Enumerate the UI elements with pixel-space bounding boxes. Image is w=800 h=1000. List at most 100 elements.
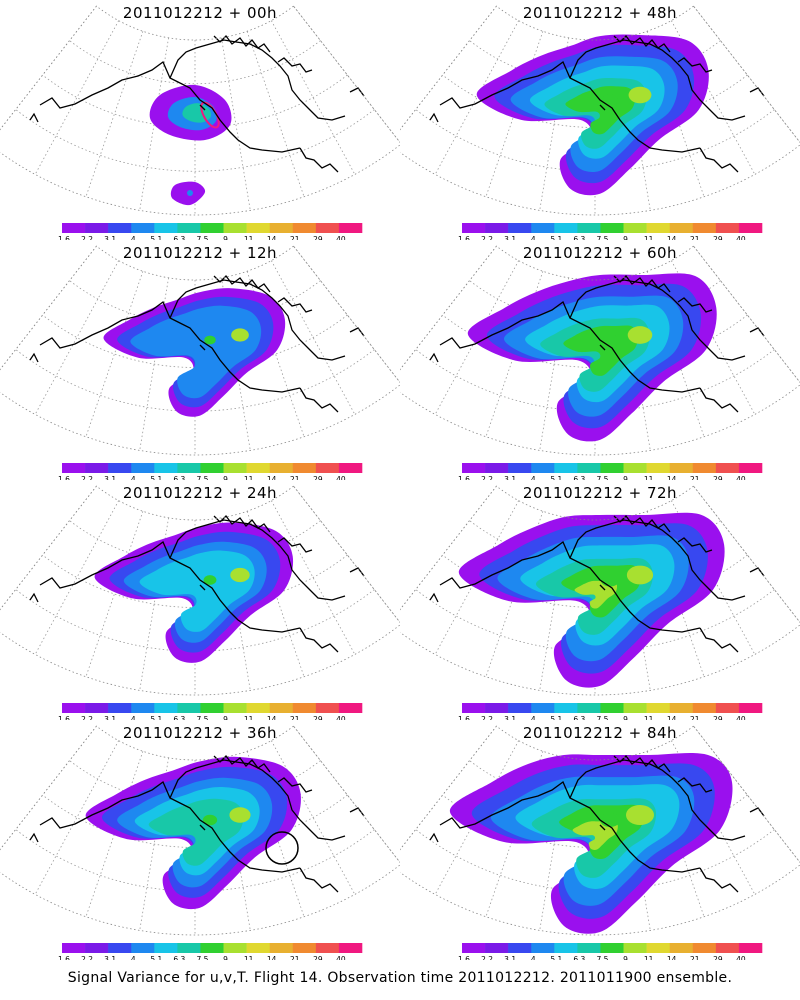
- colorbar-tick-label: 1.6: [458, 715, 470, 720]
- colorbar-tick-label: 5.1: [550, 955, 562, 960]
- map-panel: 2011012212 + 60h 1.6 2.2 3.1 4 5.1 6.3 7.5 9 11 14…: [400, 240, 800, 480]
- colorbar-tick-label: 29: [713, 955, 723, 960]
- colorbar-tick-label: 21: [290, 475, 300, 480]
- colorbar-tick-label: 6.3: [173, 235, 185, 240]
- colorbar-tick-label: 1.6: [58, 955, 70, 960]
- colorbar-swatch: [623, 943, 647, 953]
- colorbar-tick-label: 1.6: [458, 475, 470, 480]
- colorbar-swatch: [200, 223, 224, 233]
- colorbar-tick-label: 14: [267, 475, 277, 480]
- colorbar-swatch: [715, 703, 740, 713]
- colorbar-swatch: [554, 703, 578, 713]
- colorbar-tick-label: 29: [313, 475, 323, 480]
- panel-title: 2011012212 + 24h: [122, 484, 278, 502]
- colorbar-tick-label: 40: [336, 955, 346, 960]
- colorbar-tick-label: 7.5: [596, 235, 608, 240]
- colorbar-tick-label: 40: [336, 235, 346, 240]
- map-panel: 2011012212 + 00h 1.6 2.2 3.1 4 5.1 6.3 7.5 9 11 14…: [0, 0, 400, 240]
- colorbar-swatch: [600, 223, 624, 233]
- colorbar-swatch: [646, 463, 670, 473]
- colorbar-swatch: [692, 463, 717, 473]
- colorbar-tick-label: 29: [713, 235, 723, 240]
- colorbar-tick-label: 29: [313, 955, 323, 960]
- panel-title: 2011012212 + 36h: [122, 724, 278, 742]
- colorbar-swatch: [246, 463, 270, 473]
- colorbar-tick-label: 9: [623, 475, 628, 480]
- panel-title: 2011012212 + 84h: [522, 724, 678, 742]
- variance-map: [0, 245, 400, 456]
- colorbar: 1.6 2.2 3.1 4 5.1 6.3 7.5 9 11 14 21 29 40: [58, 223, 363, 240]
- colorbar-swatch: [292, 223, 317, 233]
- colorbar-tick-label: 40: [736, 235, 746, 240]
- colorbar-tick-label: 6.3: [173, 715, 185, 720]
- colorbar-swatch: [738, 943, 763, 953]
- colorbar-swatch: [508, 703, 532, 713]
- colorbar-tick-label: 3.1: [104, 235, 116, 240]
- colorbar-tick-label: 6.3: [573, 955, 585, 960]
- colorbar-swatch: [508, 463, 532, 473]
- colorbar-tick-label: 9: [223, 475, 228, 480]
- colorbar-tick-label: 14: [667, 235, 677, 240]
- colorbar-tick-label: 4: [131, 475, 136, 480]
- colorbar-swatch: [338, 463, 363, 473]
- colorbar-swatch: [577, 703, 601, 713]
- colorbar-tick-label: 21: [690, 475, 700, 480]
- colorbar-swatch: [577, 463, 601, 473]
- map-panel: 2011012212 + 36h 1.6 2.2 3.1 4 5.1 6.3 7.5 9 11 14…: [0, 720, 400, 960]
- colorbar: 1.6 2.2 3.1 4 5.1 6.3 7.5 9 11 14 21 29 40: [58, 943, 363, 960]
- colorbar-tick-label: 11: [644, 955, 654, 960]
- colorbar-swatch: [177, 943, 201, 953]
- colorbar-swatch: [315, 943, 340, 953]
- colorbar-tick-label: 40: [336, 715, 346, 720]
- panel-title: 2011012212 + 72h: [522, 484, 678, 502]
- colorbar-tick-label: 14: [667, 955, 677, 960]
- colorbar-swatch: [177, 223, 201, 233]
- colorbar-swatch: [223, 223, 247, 233]
- colorbar-swatch: [269, 223, 294, 233]
- colorbar-swatch: [669, 463, 694, 473]
- colorbar-tick-label: 4: [531, 955, 536, 960]
- colorbar-tick-label: 6.3: [173, 955, 185, 960]
- colorbar-tick-label: 9: [623, 715, 628, 720]
- colorbar-tick-label: 4: [531, 715, 536, 720]
- colorbar-swatch: [623, 703, 647, 713]
- colorbar-swatch: [223, 943, 247, 953]
- colorbar-swatch: [531, 463, 555, 473]
- colorbar-tick-label: 14: [267, 235, 277, 240]
- colorbar-tick-label: 9: [223, 955, 228, 960]
- colorbar-swatch: [485, 463, 509, 473]
- colorbar-swatch: [462, 703, 486, 713]
- colorbar-tick-label: 14: [667, 715, 677, 720]
- colorbar-swatch: [669, 223, 694, 233]
- colorbar-tick-label: 9: [623, 235, 628, 240]
- colorbar-swatch: [108, 703, 132, 713]
- colorbar-swatch: [223, 463, 247, 473]
- colorbar-tick-label: 29: [313, 715, 323, 720]
- colorbar-swatch: [600, 943, 624, 953]
- colorbar-tick-label: 3.1: [504, 235, 516, 240]
- colorbar-swatch: [338, 703, 363, 713]
- colorbar-tick-label: 29: [313, 235, 323, 240]
- colorbar-swatch: [108, 943, 132, 953]
- colorbar-tick-label: 40: [336, 475, 346, 480]
- colorbar: 1.6 2.2 3.1 4 5.1 6.3 7.5 9 11 14 21 29 40: [458, 703, 763, 720]
- colorbar-swatch: [315, 703, 340, 713]
- colorbar-tick-label: 3.1: [104, 475, 116, 480]
- variance-map: [400, 485, 800, 696]
- colorbar-swatch: [131, 463, 155, 473]
- colorbar-tick-label: 2.2: [81, 955, 93, 960]
- colorbar: 1.6 2.2 3.1 4 5.1 6.3 7.5 9 11 14 21 29 40: [58, 703, 363, 720]
- colorbar-swatch: [623, 463, 647, 473]
- colorbar-tick-label: 6.3: [173, 475, 185, 480]
- colorbar-swatch: [246, 703, 270, 713]
- colorbar-tick-label: 14: [267, 715, 277, 720]
- map-panel: 2011012212 + 48h 1.6 2.2 3.1 4 5.1 6.3 7.5 9 11 14…: [400, 0, 800, 240]
- colorbar-tick-label: 7.5: [196, 715, 208, 720]
- colorbar-swatch: [200, 703, 224, 713]
- colorbar-swatch: [338, 943, 363, 953]
- colorbar-swatch: [508, 943, 532, 953]
- colorbar-tick-label: 6.3: [573, 715, 585, 720]
- colorbar-swatch: [131, 943, 155, 953]
- colorbar-swatch: [269, 943, 294, 953]
- colorbar-swatch: [692, 703, 717, 713]
